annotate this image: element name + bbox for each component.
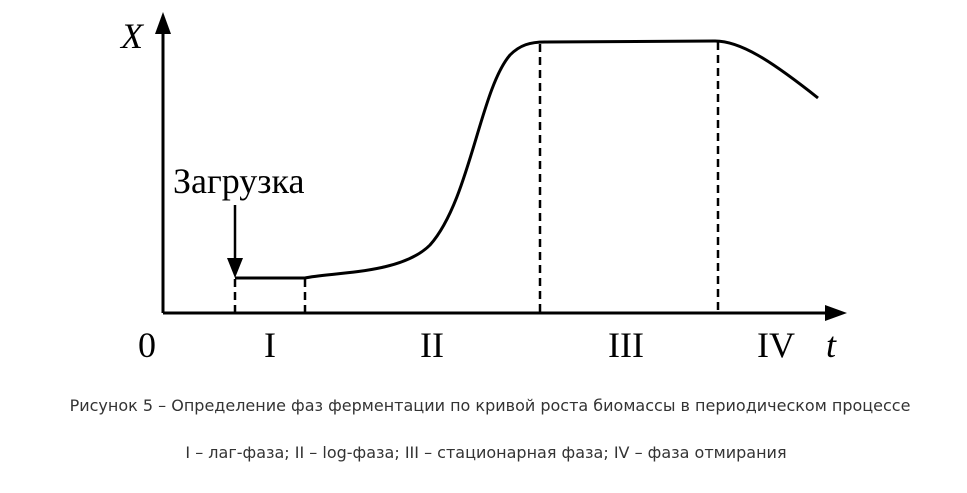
phase-label: IV [757, 325, 795, 365]
phase-label: III [608, 325, 644, 365]
phase-label: II [420, 325, 444, 365]
caption-legend: I – лаг-фаза; II – log-фаза; III – стаци… [185, 443, 786, 462]
x-arrow [825, 305, 847, 321]
annotation: Загрузка [173, 161, 304, 201]
growth-curve [235, 39, 819, 280]
y-arrow [155, 12, 171, 34]
y-label: X [119, 16, 145, 56]
phase-boundaries [233, 42, 720, 313]
phase-label: I [264, 325, 276, 365]
origin-label: 0 [138, 325, 156, 365]
caption-title: Рисунок 5 – Определение фаз ферментации … [70, 396, 911, 415]
x-label: t [826, 325, 837, 365]
loading-arrowhead [227, 258, 243, 278]
